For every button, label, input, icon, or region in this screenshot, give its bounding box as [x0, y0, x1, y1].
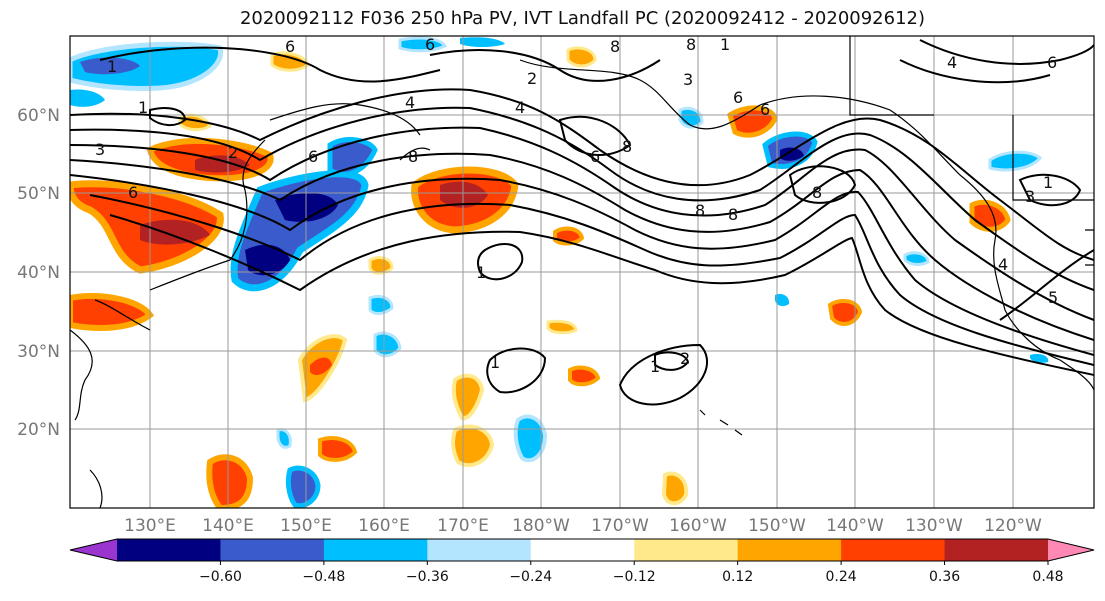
positive-anomaly-shading — [70, 46, 1011, 508]
contour-label: 6 — [1047, 53, 1057, 72]
lon-label: 140°W — [826, 516, 884, 536]
contour-label: 8 — [622, 137, 632, 156]
lat-label: 60°N — [17, 106, 60, 126]
contour-label: 4 — [405, 93, 415, 112]
colorbar-tick-label: 0.12 — [722, 569, 753, 585]
lon-label: 130°W — [905, 516, 963, 536]
colorbar-segment — [70, 539, 117, 561]
colorbar-tick-label: −0.60 — [199, 569, 242, 585]
chart-title: 2020092112 F036 250 hPa PV, IVT Landfall… — [239, 8, 926, 29]
contour-label: 6 — [128, 183, 138, 202]
colorbar-segment — [841, 539, 946, 561]
colorbar-segment — [117, 539, 221, 561]
contour-label: 4 — [947, 53, 957, 72]
contour-label: 6 — [733, 88, 743, 107]
colorbar-tick-label: 0.24 — [826, 569, 857, 585]
contour-lines — [70, 39, 1094, 406]
contour-label: 8 — [686, 35, 696, 54]
lon-label: 160°E — [358, 516, 410, 536]
contour-label: 8 — [408, 147, 418, 166]
colorbar-outline — [69, 538, 1095, 562]
colorbar-segment — [1048, 539, 1094, 561]
contour-label: 2 — [228, 143, 238, 162]
contour-label: 6 — [285, 37, 295, 56]
coastlines — [70, 36, 1094, 508]
colorbar-segment — [427, 539, 532, 561]
contour-label: 3 — [683, 70, 693, 89]
lat-label: 50°N — [17, 184, 60, 204]
contour-label: 6 — [590, 147, 600, 166]
colorbar-segment — [530, 539, 635, 561]
lon-label: 160°W — [669, 516, 727, 536]
contour-label-group: 6 8 1 1 3 2 4 6 4 6 8 1 6 1 3 5 6 1 8 8 … — [95, 35, 1058, 376]
contour-label: 8 — [695, 201, 705, 220]
contour-label: 3 — [95, 140, 105, 159]
lon-label: 150°W — [748, 516, 806, 536]
contour-label: 2 — [680, 349, 690, 368]
contour-label: 1 — [1043, 173, 1053, 192]
colorbar: −0.60 −0.48 −0.36 −0.24 −0.12 0.12 0.24 0.36 0.4… — [69, 538, 1095, 585]
lon-label: 150°E — [280, 516, 332, 536]
contour-label: 3 — [1025, 187, 1035, 206]
lon-label: 170°W — [591, 516, 649, 536]
contour-label: 8 — [610, 37, 620, 56]
contour-label: 1 — [138, 98, 148, 117]
contour-label: 2 — [527, 69, 537, 88]
contour-label: 1 — [476, 263, 486, 282]
colorbar-segment — [737, 539, 842, 561]
colorbar-tick-label: −0.12 — [613, 569, 656, 585]
lat-label: 40°N — [17, 263, 60, 283]
colorbar-segment — [220, 539, 325, 561]
lon-label: 140°E — [202, 516, 254, 536]
contour-label: 4 — [515, 98, 525, 117]
colorbar-tick-label: −0.48 — [302, 569, 345, 585]
lat-label: 30°N — [17, 342, 60, 362]
contour-label: 4 — [998, 255, 1008, 274]
map-contents: 6 8 1 1 3 2 4 6 4 6 8 1 6 1 3 5 6 1 8 8 … — [70, 35, 1094, 508]
colorbar-tick-label: 0.36 — [929, 569, 960, 585]
contour-label: 6 — [760, 100, 770, 119]
longitude-labels: 130°E 140°E 150°E 160°E 170°E 180°W 170°… — [124, 516, 1042, 536]
contour-label: 8 — [728, 205, 738, 224]
negative-anomaly-shading — [70, 36, 1049, 508]
colorbar-segment — [944, 539, 1049, 561]
colorbar-segment — [634, 539, 739, 561]
latitude-labels: 60°N 50°N 40°N 30°N 20°N — [17, 106, 60, 440]
contour-label: 1 — [107, 57, 117, 76]
contour-label: 1 — [650, 357, 660, 376]
lat-label: 20°N — [17, 420, 60, 440]
lon-label: 170°E — [437, 516, 489, 536]
contour-label: 6 — [425, 35, 435, 54]
lon-label: 180°W — [512, 516, 570, 536]
colorbar-segment — [323, 539, 428, 561]
contour-label: 8 — [812, 183, 822, 202]
colorbar-tick-label: −0.24 — [509, 569, 552, 585]
colorbar-tick-label: 0.48 — [1032, 569, 1063, 585]
colorbar-tick-label: −0.36 — [406, 569, 449, 585]
contour-label: 6 — [308, 147, 318, 166]
map-frame — [69, 35, 1095, 509]
contour-label: 1 — [720, 35, 730, 54]
lon-label: 130°E — [124, 516, 176, 536]
contour-label: 5 — [1048, 288, 1058, 307]
contour-label: 1 — [490, 353, 500, 372]
lon-label: 120°W — [984, 516, 1042, 536]
